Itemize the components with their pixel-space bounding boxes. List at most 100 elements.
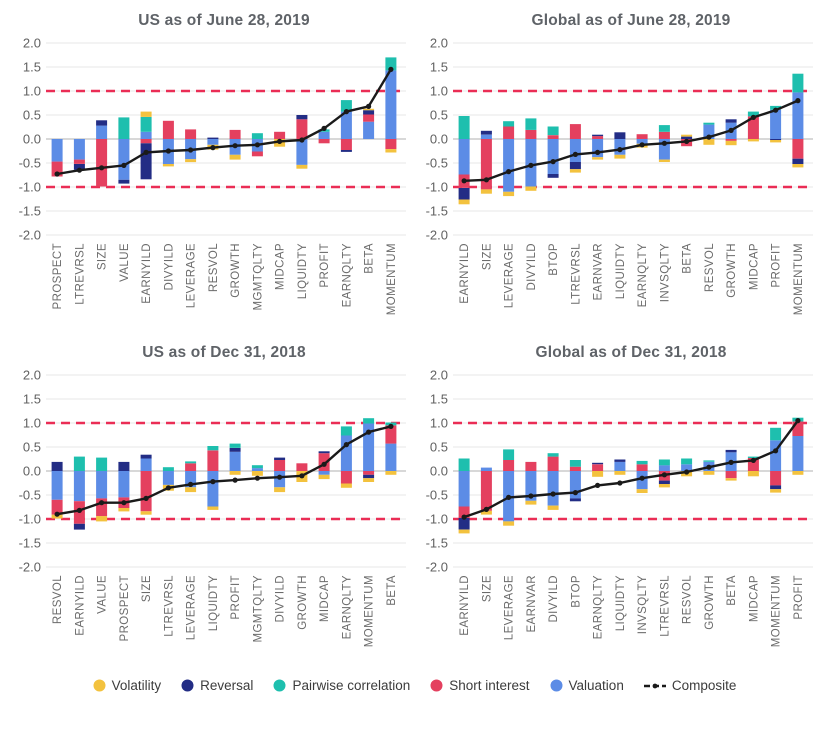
x-category-label: INVSQLTY	[659, 243, 671, 302]
composite-point	[366, 429, 372, 435]
bar-segment-pairwise_correlation	[681, 458, 693, 465]
bar-segment-short_interest	[792, 139, 804, 159]
bar-segment-short_interest	[547, 456, 559, 471]
bar-segment-reversal	[274, 457, 286, 460]
bar-segment-reversal	[592, 462, 604, 465]
bar-segment-reversal	[569, 498, 581, 502]
composite-point	[773, 107, 779, 113]
legend-item-reversal: Reversal	[181, 678, 253, 693]
composite-point	[750, 114, 756, 120]
bar-segment-reversal	[770, 139, 782, 140]
composite-point	[165, 485, 171, 491]
bar-segment-valuation	[525, 139, 537, 187]
bar-segment-short_interest	[569, 124, 581, 139]
x-category-label: MIDCAP	[748, 243, 760, 290]
bar-segment-pairwise_correlation	[385, 57, 397, 71]
x-category-label: LEVERAGE	[504, 243, 516, 308]
bar-segment-valuation	[385, 443, 397, 471]
composite-point	[165, 148, 171, 154]
legend-composite-line-icon	[643, 683, 666, 688]
bar-segment-valuation	[296, 139, 308, 165]
bar-segment-pairwise_correlation	[185, 461, 197, 464]
composite-point	[595, 149, 601, 155]
composite-point	[54, 511, 60, 517]
bar-segment-volatility	[614, 154, 626, 159]
bar-segment-valuation	[614, 139, 626, 155]
y-tick-label: 2.0	[430, 368, 448, 383]
bar-segment-short_interest	[525, 461, 537, 471]
bar-segment-pairwise_correlation	[458, 458, 470, 471]
composite-point	[528, 162, 534, 168]
x-category-label: RESVOL	[682, 575, 694, 624]
bar-segment-reversal	[614, 459, 626, 462]
composite-point	[661, 140, 667, 146]
x-category-label: MOMENTUM	[364, 575, 376, 647]
bar-segment-valuation	[363, 121, 375, 139]
bar-segment-pairwise_correlation	[503, 449, 515, 460]
composite-point	[483, 506, 489, 512]
composite-point	[795, 418, 801, 424]
bar-segment-valuation	[340, 435, 352, 471]
composite-point	[210, 479, 216, 485]
legend-item-pairwise_correlation: Pairwise correlation	[273, 678, 410, 693]
x-category-label: PROFIT	[230, 575, 242, 620]
bar-segment-short_interest	[725, 471, 737, 479]
bar-segment-valuation	[480, 134, 492, 139]
bar-segment-valuation	[525, 471, 537, 501]
x-category-label: VALUE	[119, 243, 131, 282]
y-tick-label: 1.0	[430, 416, 448, 431]
bar-segment-short_interest	[318, 139, 330, 144]
y-tick-label: 1.5	[430, 392, 448, 407]
bar-segment-valuation	[547, 471, 559, 506]
bar-segment-reversal	[458, 188, 470, 200]
composite-point	[254, 142, 260, 148]
bar-segment-reversal	[725, 449, 737, 453]
x-category-label: DIVYILD	[548, 575, 560, 623]
x-category-label: EARNVAR	[593, 243, 605, 301]
bar-segment-volatility	[703, 471, 715, 475]
legend-item-volatility: Volatility	[93, 678, 161, 693]
bar-segment-short_interest	[636, 464, 648, 471]
composite-point	[188, 147, 194, 153]
x-category-label: LIQUIDTY	[297, 243, 309, 299]
y-tick-label: -0.5	[19, 156, 41, 171]
bar-segment-valuation	[185, 471, 197, 488]
bar-segment-pairwise_correlation	[658, 125, 670, 132]
bar-segment-valuation	[318, 131, 330, 139]
bar-segment-volatility	[162, 164, 174, 167]
bar-segment-short_interest	[51, 161, 63, 177]
y-tick-label: 2.0	[430, 36, 448, 51]
bar-segment-short_interest	[96, 139, 108, 187]
y-tick-label: -1.0	[426, 180, 448, 195]
bar-segment-volatility	[229, 154, 241, 160]
chart-title: Global as of Dec 31, 2018	[535, 344, 727, 361]
bar-segment-volatility	[681, 134, 693, 137]
y-tick-label: 0.5	[430, 108, 448, 123]
bar-segment-short_interest	[592, 464, 604, 471]
x-category-label: EARNQLTY	[593, 575, 605, 639]
bar-segment-pairwise_correlation	[229, 443, 241, 448]
bar-segment-volatility	[251, 471, 263, 476]
bar-segment-volatility	[207, 506, 219, 510]
bar-segment-short_interest	[658, 131, 670, 139]
bar-segment-reversal	[770, 485, 782, 490]
bar-segment-volatility	[725, 478, 737, 481]
x-category-label: BTOP	[570, 575, 582, 608]
y-tick-label: -2.0	[426, 228, 448, 243]
bar-segment-valuation	[480, 467, 492, 471]
x-category-label: VALUE	[97, 575, 109, 614]
x-category-label: LEVERAGE	[186, 243, 198, 308]
bar-segment-valuation	[636, 139, 648, 144]
legend-item-short_interest: Short interest	[430, 678, 530, 693]
chart-canvas-global-june-2019: 2.0 1.5 1.0 0.5 0.0 -0.5 -1.0 -1.5 -2.0 EARNYILD S…	[426, 36, 813, 315]
x-category-label: LTREVRSL	[163, 575, 175, 637]
x-category-label: RESVOL	[52, 575, 64, 624]
bar-segment-reversal	[547, 174, 559, 178]
composite-line	[56, 425, 392, 516]
x-category-label: EARNVAR	[526, 575, 538, 633]
bar-segment-reversal	[207, 137, 219, 139]
bar-segment-volatility	[185, 159, 197, 163]
bar-segment-valuation	[792, 436, 804, 471]
x-category-label: RESVOL	[208, 243, 220, 292]
bar-segment-short_interest	[340, 139, 352, 150]
